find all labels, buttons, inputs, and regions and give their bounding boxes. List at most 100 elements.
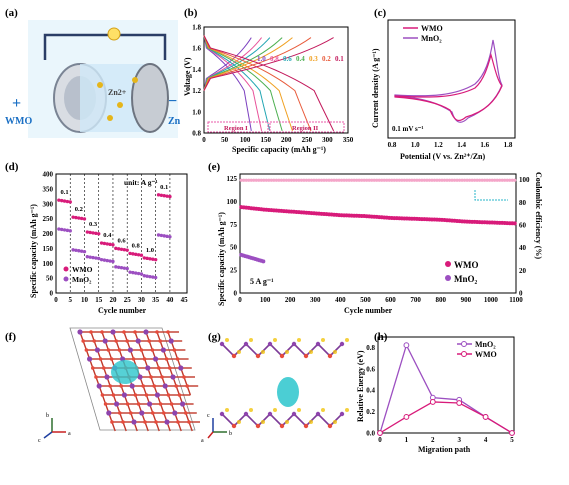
panel-c-label: (c) — [374, 7, 387, 19]
mn-atom — [153, 356, 159, 362]
charge-lobe — [285, 350, 289, 354]
point-wmo — [97, 232, 101, 236]
rate-label-0.8: 0.8 — [270, 55, 279, 63]
panel-g-label: (g) — [208, 331, 221, 343]
energy-point — [403, 414, 410, 420]
o-atom — [103, 402, 108, 406]
mn-atom — [291, 341, 297, 347]
ce-point — [267, 178, 271, 182]
bond — [317, 413, 331, 427]
o-atom — [327, 423, 333, 429]
mn-atom — [87, 356, 93, 362]
ce-point — [375, 178, 379, 182]
ce-point — [357, 178, 361, 182]
point-wmo — [59, 198, 64, 203]
bond — [317, 343, 331, 357]
o-atom — [122, 330, 126, 334]
point-mno2 — [136, 271, 141, 276]
voltage-curves — [203, 35, 335, 132]
panel-e: (e) 5 A g⁻¹ WMO MnO₂ 0 100 200 300 400 500 600… — [208, 161, 543, 315]
point-mno2 — [153, 275, 158, 280]
panel-g: (g) c b a — [201, 331, 349, 444]
axis-b: b — [229, 431, 232, 437]
point-wmo — [116, 247, 121, 251]
axis-a: a — [68, 431, 71, 437]
point-wmo — [99, 241, 104, 245]
charge-lobe — [333, 350, 337, 354]
mn-atom — [139, 410, 145, 416]
point-wmo — [122, 248, 127, 252]
charge-lobe — [237, 350, 241, 354]
y-tick: 1.8 — [192, 24, 201, 32]
ce-point — [324, 178, 329, 182]
ce-point — [385, 178, 389, 182]
y-tick: 1.4 — [192, 66, 201, 74]
ce-point — [410, 178, 414, 182]
energy-point — [403, 342, 410, 349]
mn-atom — [168, 338, 174, 344]
ce-point — [390, 178, 394, 182]
bond — [329, 413, 343, 427]
charge-lobe — [333, 420, 337, 424]
mn-atom — [315, 411, 321, 417]
axis-a: a — [201, 438, 204, 444]
mn-atom — [219, 341, 225, 347]
legend-wmo-marker — [445, 261, 451, 267]
mn-atom — [135, 338, 141, 344]
charge-lobe — [345, 408, 349, 412]
point-wmo — [128, 251, 132, 256]
rate-label: 0.6 — [117, 237, 126, 244]
x-tick: 0 — [378, 436, 382, 444]
mn-atom — [96, 383, 102, 389]
point-mno2 — [142, 274, 146, 278]
ce-point — [435, 178, 439, 182]
y-axis-label: Relative Energy (eV) — [356, 350, 365, 422]
region1-label: Region I — [224, 125, 248, 132]
discharge-curve-1.0 — [203, 35, 252, 131]
x-tick: 50 — [221, 136, 229, 144]
ce-point — [362, 178, 366, 182]
legend-mno2-marker — [445, 275, 451, 281]
o-atom — [136, 402, 141, 406]
ce-point — [252, 178, 256, 182]
ce-point — [402, 178, 406, 182]
mn-atom — [154, 392, 160, 398]
charge-curve-0.2 — [203, 37, 312, 91]
bond — [305, 413, 319, 427]
o-atom — [303, 353, 309, 359]
o-atom — [133, 393, 138, 397]
point-wmo — [119, 247, 124, 251]
ce-point — [332, 178, 336, 182]
o-atom — [172, 348, 177, 352]
mn-atom — [104, 374, 110, 380]
ce-axis-pointer — [474, 190, 508, 201]
o-atom — [110, 420, 114, 424]
o-atom — [150, 348, 155, 352]
o-atom — [98, 357, 103, 361]
bond — [329, 343, 343, 357]
mn-atom — [243, 341, 249, 347]
point-wmo — [125, 248, 129, 252]
bond — [221, 413, 235, 427]
mn-atom — [137, 374, 143, 380]
x-tick: 1.8 — [504, 141, 513, 149]
point-wmo — [71, 215, 75, 219]
o-atom — [162, 411, 166, 415]
point-mno2 — [125, 266, 129, 271]
legend-wmo-marker — [63, 266, 69, 272]
ce-point — [405, 178, 409, 182]
o-atom — [185, 384, 189, 388]
o-atom — [279, 353, 285, 359]
o-atom — [166, 330, 170, 334]
ce-point — [488, 178, 492, 182]
point-mno2 — [105, 258, 109, 263]
mn-atom — [94, 347, 100, 353]
ce-point — [467, 178, 472, 182]
o-atom — [119, 384, 123, 388]
bond — [245, 343, 259, 357]
rate-label-0.1: 0.1 — [335, 55, 344, 63]
axis-indicator: b c a — [38, 413, 71, 444]
point-wmo — [165, 194, 169, 198]
charge-lobe — [309, 350, 313, 354]
